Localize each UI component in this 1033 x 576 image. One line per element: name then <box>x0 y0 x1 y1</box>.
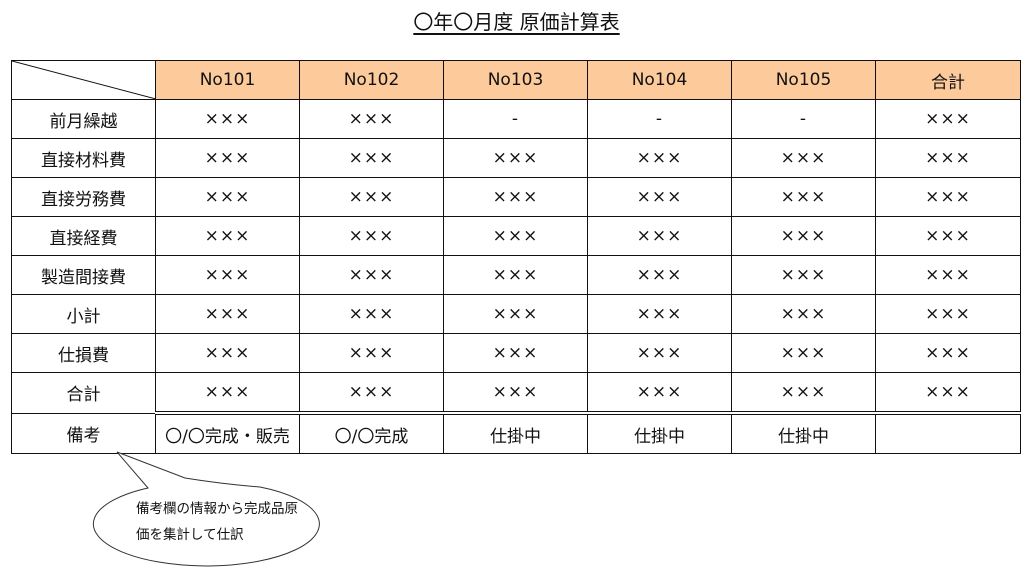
table-cell: ××× <box>155 294 300 334</box>
table-cell: ××× <box>443 333 588 373</box>
note-cell: 仕掛中 <box>443 411 588 454</box>
column-header: No105 <box>731 60 876 100</box>
table-cell: ××× <box>731 255 876 295</box>
table-cell: ××× <box>875 177 1021 217</box>
row-label: 前月繰越 <box>11 99 156 139</box>
table-cell: ××× <box>155 99 300 139</box>
note-cell: 〇/〇完成・販売 <box>155 411 300 454</box>
row-label: 直接経費 <box>11 216 156 256</box>
diagonal-line <box>12 61 156 99</box>
note-cell: 仕掛中 <box>587 411 732 454</box>
page-title: 〇年〇月度 原価計算表 <box>413 10 620 34</box>
callout-text: 備考欄の情報から完成品原 価を集計して仕訳 <box>136 501 298 543</box>
note-cell: 仕掛中 <box>731 411 876 454</box>
table-row: 仕損費 ××× ××× ××× ××× ××× ××× <box>11 333 1021 373</box>
column-header: 合計 <box>875 60 1021 100</box>
table-cell: ××× <box>875 294 1021 334</box>
table-row: 直接経費 ××× ××× ××× ××× ××× ××× <box>11 216 1021 256</box>
table-cell: ××× <box>155 372 300 414</box>
table-cell: ××× <box>731 333 876 373</box>
table-cell: ××× <box>155 216 300 256</box>
table-cell: ××× <box>587 177 732 217</box>
table-cell: ××× <box>443 372 588 414</box>
table-cell: ××× <box>587 372 732 414</box>
row-label: 直接材料費 <box>11 138 156 178</box>
table-cell: ××× <box>443 177 588 217</box>
table-cell: ××× <box>299 99 444 139</box>
table-cell: ××× <box>299 255 444 295</box>
table-cell: ××× <box>443 294 588 334</box>
table-cell: ××× <box>443 216 588 256</box>
table-cell: ××× <box>731 177 876 217</box>
table-cell: ××× <box>155 255 300 295</box>
table-cell: - <box>587 99 732 139</box>
table-cell: ××× <box>299 333 444 373</box>
row-label: 直接労務費 <box>11 177 156 217</box>
table-cell: ××× <box>299 177 444 217</box>
table-cell: ××× <box>155 333 300 373</box>
column-header: No102 <box>299 60 444 100</box>
row-label: 備考 <box>11 412 156 454</box>
note-row: 備考 〇/〇完成・販売 〇/〇完成 仕掛中 仕掛中 仕掛中 <box>11 411 1021 454</box>
table-cell: ××× <box>731 294 876 334</box>
table-cell: ××× <box>299 138 444 178</box>
table-cell: ××× <box>731 372 876 414</box>
note-cell: 〇/〇完成 <box>299 411 444 454</box>
table-row: 合計 ××× ××× ××× ××× ××× ××× <box>11 372 1021 414</box>
table-cell: ××× <box>875 255 1021 295</box>
table-cell: - <box>443 99 588 139</box>
note-cell <box>875 411 1021 454</box>
table-cell: ××× <box>875 99 1021 139</box>
table-cell: ××× <box>875 333 1021 373</box>
cost-table: No101 No102 No103 No104 No105 合計 前月繰越 ××× ××× - - -… <box>11 60 1021 454</box>
table-cell: ××× <box>731 138 876 178</box>
table-cell: ××× <box>875 138 1021 178</box>
table-cell: ××× <box>443 255 588 295</box>
header-row: No101 No102 No103 No104 No105 合計 <box>11 60 1021 100</box>
column-header: No101 <box>155 60 300 100</box>
table-cell: ××× <box>155 138 300 178</box>
table-cell: ××× <box>155 177 300 217</box>
table-row: 直接労務費 ××× ××× ××× ××× ××× ××× <box>11 177 1021 217</box>
row-label: 仕損費 <box>11 333 156 373</box>
table-row: 前月繰越 ××× ××× - - - ××× <box>11 99 1021 139</box>
table-cell: ××× <box>587 138 732 178</box>
table-cell: ××× <box>587 333 732 373</box>
table-cell: ××× <box>875 216 1021 256</box>
table-row: 小計 ××× ××× ××× ××× ××× ××× <box>11 294 1021 334</box>
corner-cell <box>11 60 156 100</box>
table-cell: ××× <box>587 216 732 256</box>
